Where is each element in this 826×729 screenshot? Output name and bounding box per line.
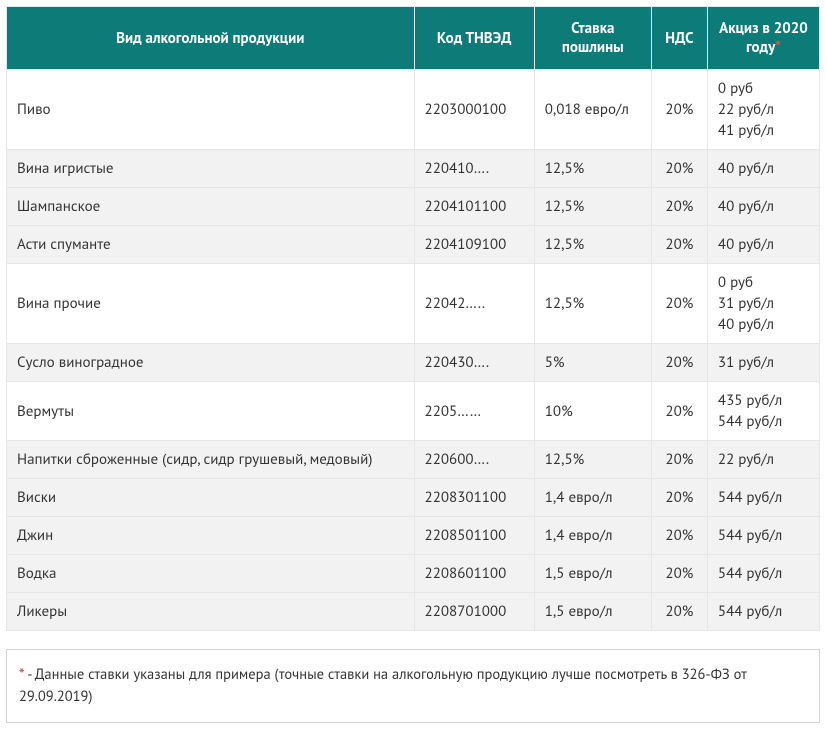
cell-duty: 12,5% [534, 150, 651, 188]
cell-excise: 31 руб/л [707, 344, 819, 382]
cell-vat: 20% [651, 70, 707, 150]
cell-vat: 20% [651, 344, 707, 382]
cell-code: 220410…. [414, 150, 534, 188]
cell-product: Виски [7, 479, 415, 517]
cell-duty: 12,5% [534, 441, 651, 479]
header-product: Вид алкогольной продукции [7, 7, 415, 70]
cell-duty: 0,018 евро/л [534, 70, 651, 150]
cell-vat: 20% [651, 382, 707, 441]
cell-code: 2208601100 [414, 555, 534, 593]
cell-vat: 20% [651, 517, 707, 555]
table-row: Виски22083011001,4 евро/л20%544 руб/л [7, 479, 820, 517]
cell-vat: 20% [651, 479, 707, 517]
table-row: Пиво22030001000,018 евро/л20%0 руб 22 ру… [7, 70, 820, 150]
cell-code: 2208501100 [414, 517, 534, 555]
cell-duty: 10% [534, 382, 651, 441]
cell-vat: 20% [651, 593, 707, 631]
cell-code: 2204101100 [414, 188, 534, 226]
cell-excise: 435 руб/л 544 руб/л [707, 382, 819, 441]
table-row: Шампанское220410110012,5%20%40 руб/л [7, 188, 820, 226]
table-row: Асти спуманте220410910012,5%20%40 руб/л [7, 226, 820, 264]
cell-product: Пиво [7, 70, 415, 150]
table-row: Напитки сброженные (сидр, сидр грушевый,… [7, 441, 820, 479]
cell-vat: 20% [651, 555, 707, 593]
cell-vat: 20% [651, 150, 707, 188]
cell-duty: 12,5% [534, 264, 651, 344]
cell-duty: 1,4 евро/л [534, 479, 651, 517]
cell-excise: 40 руб/л [707, 226, 819, 264]
cell-vat: 20% [651, 264, 707, 344]
cell-duty: 1,4 евро/л [534, 517, 651, 555]
cell-excise: 0 руб 22 руб/л 41 руб/л [707, 70, 819, 150]
cell-excise: 40 руб/л [707, 150, 819, 188]
table-row: Вермуты2205……10%20%435 руб/л 544 руб/л [7, 382, 820, 441]
cell-duty: 1,5 евро/л [534, 593, 651, 631]
alcohol-duty-table: Вид алкогольной продукции Код ТНВЭД Став… [6, 6, 820, 631]
cell-excise: 40 руб/л [707, 188, 819, 226]
header-excise: Акциз в 2020 году* [707, 7, 819, 70]
footnote: * - Данные ставки указаны для примера (т… [6, 649, 820, 723]
cell-product: Вина игристые [7, 150, 415, 188]
cell-product: Вермуты [7, 382, 415, 441]
cell-duty: 12,5% [534, 188, 651, 226]
header-duty: Ставка пошлины [534, 7, 651, 70]
cell-code: 2205…… [414, 382, 534, 441]
cell-vat: 20% [651, 226, 707, 264]
cell-code: 2204109100 [414, 226, 534, 264]
cell-product: Водка [7, 555, 415, 593]
cell-product: Вина прочие [7, 264, 415, 344]
table-row: Джин22085011001,4 евро/л20%544 руб/л [7, 517, 820, 555]
cell-product: Ликеры [7, 593, 415, 631]
header-asterisk: * [775, 38, 781, 57]
cell-excise: 544 руб/л [707, 517, 819, 555]
cell-code: 220430…. [414, 344, 534, 382]
cell-vat: 20% [651, 441, 707, 479]
cell-excise: 544 руб/л [707, 555, 819, 593]
footnote-text: - Данные ставки указаны для примера (точ… [19, 665, 747, 706]
cell-code: 2203000100 [414, 70, 534, 150]
table-row: Ликеры22087010001,5 евро/л20%544 руб/л [7, 593, 820, 631]
header-vat: НДС [651, 7, 707, 70]
cell-excise: 544 руб/л [707, 593, 819, 631]
cell-excise: 544 руб/л [707, 479, 819, 517]
cell-product: Асти спуманте [7, 226, 415, 264]
cell-duty: 1,5 евро/л [534, 555, 651, 593]
header-excise-text: Акциз в 2020 году [719, 19, 808, 57]
table-header-row: Вид алкогольной продукции Код ТНВЭД Став… [7, 7, 820, 70]
cell-code: 220600…. [414, 441, 534, 479]
cell-code: 2208701000 [414, 593, 534, 631]
cell-vat: 20% [651, 188, 707, 226]
cell-product: Шампанское [7, 188, 415, 226]
header-code: Код ТНВЭД [414, 7, 534, 70]
cell-excise: 0 руб 31 руб/л 40 руб/л [707, 264, 819, 344]
table-row: Вина прочие22042…..12,5%20%0 руб 31 руб/… [7, 264, 820, 344]
cell-code: 2208301100 [414, 479, 534, 517]
table-row: Вина игристые220410….12,5%20%40 руб/л [7, 150, 820, 188]
table-row: Водка22086011001,5 евро/л20%544 руб/л [7, 555, 820, 593]
cell-duty: 5% [534, 344, 651, 382]
cell-product: Сусло виноградное [7, 344, 415, 382]
table-row: Сусло виноградное220430….5%20%31 руб/л [7, 344, 820, 382]
cell-excise: 22 руб/л [707, 441, 819, 479]
cell-product: Джин [7, 517, 415, 555]
cell-code: 22042….. [414, 264, 534, 344]
cell-product: Напитки сброженные (сидр, сидр грушевый,… [7, 441, 415, 479]
cell-duty: 12,5% [534, 226, 651, 264]
